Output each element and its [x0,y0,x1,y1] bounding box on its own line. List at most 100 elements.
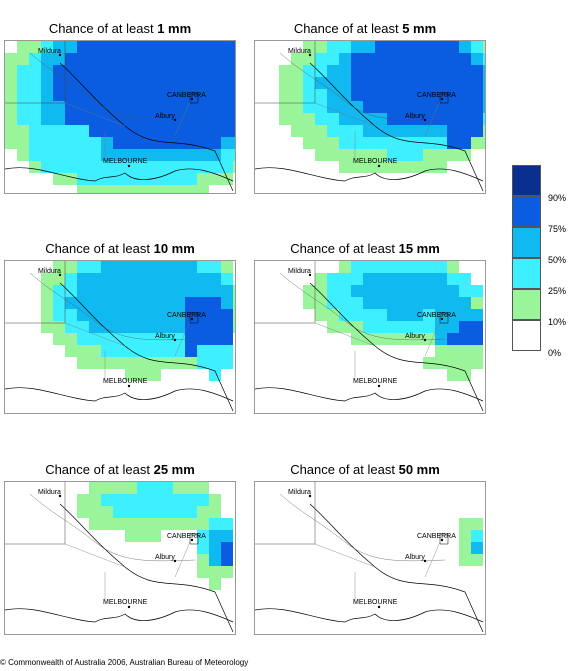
city-label-albury: Albury [155,554,175,561]
rainfall-cell [125,285,137,297]
rainfall-cell [447,369,459,381]
region-lines [314,100,441,161]
rainfall-cell [137,494,149,506]
river-murray [29,493,196,562]
rainfall-cell [89,333,101,345]
rainfall-cell [459,321,471,333]
rainfall-cell [221,273,233,285]
rainfall-cell [447,321,459,333]
city-label-mildura: Mildura [288,268,311,275]
legend-swatch-90 [512,165,541,196]
map-1mm: Mildura CANBERRA Albury MELBOURNE [4,40,236,194]
rainfall-cell [149,369,161,381]
panel-title-15mm: Chance of at least 15 mm [290,241,440,256]
rainfall-cell [113,297,125,309]
rainfall-cell [77,173,89,185]
rainfall-cell [209,113,221,125]
rainfall-cell [125,101,137,113]
rainfall-cell [435,273,447,285]
rainfall-cell [221,542,233,554]
rainfall-cell [101,482,113,494]
rainfall-cell [149,53,161,65]
rainfall-cell [363,261,375,273]
rainfall-cell [29,149,41,161]
rainfall-cell [221,530,233,542]
state-border-nsw-vic [59,503,234,633]
map-10mm: Mildura CANBERRA Albury MELBOURNE [4,260,236,414]
rainfall-cell [173,89,185,101]
city-label-canberra: CANBERRA [167,533,206,540]
rainfall-cell [65,333,77,345]
rainfall-cell [65,345,77,357]
rainfall-cell [459,273,471,285]
rainfall-cell [363,149,375,161]
rainfall-cell [375,137,387,149]
rainfall-cell [375,297,387,309]
rainfall-cell [375,53,387,65]
rainfall-cell [185,41,197,53]
rainfall-cell [53,309,65,321]
rainfall-cell [411,297,423,309]
rainfall-cell [339,309,351,321]
rainfall-cell [221,149,233,161]
rainfall-cell [5,101,17,113]
rainfall-cell [221,297,233,309]
rainfall-cell [375,77,387,89]
rainfall-cell [65,161,77,173]
rainfall-cell [375,321,387,333]
rainfall-cell [113,273,125,285]
river-murray [279,52,446,121]
rainfall-cell [327,125,339,137]
rainfall-cell [113,137,125,149]
rainfall-cell [41,149,53,161]
rainfall-cell [399,321,411,333]
rainfall-cell [101,285,113,297]
rainfall-cell [185,89,197,101]
rainfall-cell [173,494,185,506]
rainfall-cell [209,518,221,530]
base-map [255,482,484,633]
rainfall-cell [209,297,221,309]
city-dot-albury [173,118,177,122]
rainfall-cell [185,273,197,285]
rainfall-cell [411,273,423,285]
rainfall-cell [53,273,65,285]
city-dot-canberra [440,538,444,542]
city-dot-melbourne [127,384,131,388]
rainfall-cell [327,285,339,297]
rainfall-cell [447,77,459,89]
rainfall-cell [89,65,101,77]
rainfall-cell [209,101,221,113]
rainfall-cell [411,285,423,297]
rainfall-cell [435,357,447,369]
rainfall-cell [387,41,399,53]
rainfall-cell [209,137,221,149]
rainfall-cell [137,285,149,297]
rainfall-cell [209,542,221,554]
rainfall-cell [101,125,113,137]
rainfall-cell [5,53,17,65]
rainfall-cell [173,77,185,89]
rainfall-cell [161,506,173,518]
city-label-albury: Albury [405,113,425,120]
rainfall-cell [339,137,351,149]
rainfall-cell [173,321,185,333]
rainfall-cell [423,333,435,345]
rainfall-cell [197,185,209,193]
rainfall-cell [399,285,411,297]
map-50mm: Mildura CANBERRA Albury MELBOURNE [254,481,486,635]
rainfall-cell [113,321,125,333]
city-dot-mildura [308,494,312,498]
rainfall-cell [315,297,327,309]
rainfall-cell [113,77,125,89]
rainfall-cell [89,161,101,173]
rainfall-cell [77,65,89,77]
map-5mm: Mildura CANBERRA Albury MELBOURNE [254,40,486,194]
rainfall-cell [339,89,351,101]
rainfall-cell [423,113,435,125]
rainfall-cell [471,89,483,101]
rainfall-cell [327,273,339,285]
rainfall-cell [327,89,339,101]
rainfall-cell [447,333,459,345]
rainfall-cell [113,506,125,518]
